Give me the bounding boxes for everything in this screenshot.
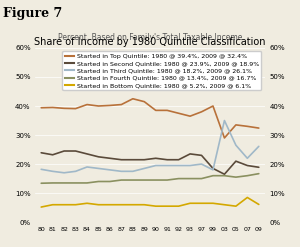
Text: Percent, Based on Family's Total Taxable Income: Percent, Based on Family's Total Taxable… [58,33,242,42]
Text: Figure 7: Figure 7 [3,7,62,21]
Legend: Started in Top Quintile: 1980 @ 39.4%, 2009 @ 32.4%, Started in Second Quintile:: Started in Top Quintile: 1980 @ 39.4%, 2… [62,51,261,90]
Title: Share of Income by 1980 Quintile Classification: Share of Income by 1980 Quintile Classif… [34,37,266,47]
